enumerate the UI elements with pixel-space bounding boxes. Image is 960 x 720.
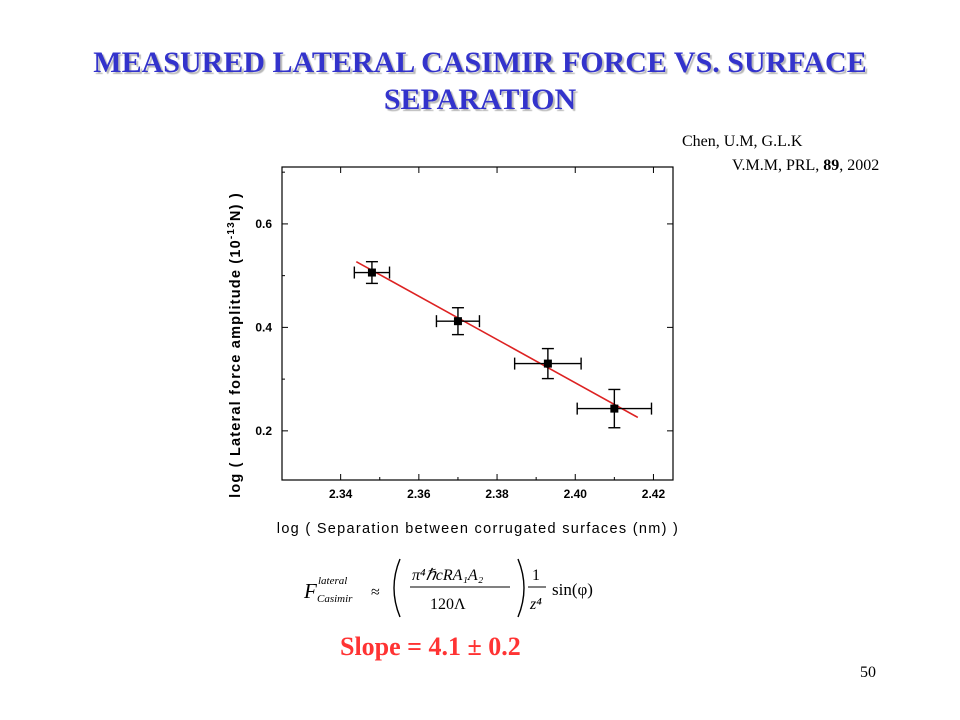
formula-tail: sin(φ) xyxy=(552,580,593,599)
data-point xyxy=(453,317,462,326)
data-point xyxy=(610,404,619,413)
data-point-group xyxy=(435,307,481,336)
y-axis-label: log ( Lateral force amplitude (10-13N) ) xyxy=(226,192,244,498)
slide-number: 50 xyxy=(860,664,876,681)
y-tick-label: 0.4 xyxy=(255,320,272,334)
x-tick-label: 2.42 xyxy=(642,487,666,501)
citation-line-1: Chen, U.M, G.L.K xyxy=(682,133,803,150)
x-axis-label: log ( Separation between corrugated surf… xyxy=(277,521,679,537)
data-point xyxy=(543,359,552,368)
formula-lhs: F xyxy=(303,579,317,603)
formula-denominator: 120Λ xyxy=(430,596,466,613)
formula-sup: lateral xyxy=(318,575,347,587)
data-point-group xyxy=(513,347,582,380)
citation-year: , 2002 xyxy=(839,157,880,174)
citation: Chen, U.M, G.L.K V.M.M, PRL, 89, 2002 xyxy=(682,130,879,178)
x-tick-label: 2.36 xyxy=(407,487,431,501)
formula-frac2-num: 1 xyxy=(532,567,540,584)
formula-approx: ≈ xyxy=(371,584,380,601)
data-point-group xyxy=(576,388,653,429)
citation-line-2: V.M.M, PRL, 89, 2002 xyxy=(682,154,879,178)
x-tick-label: 2.34 xyxy=(329,487,353,501)
formula-frac2-den: z⁴ xyxy=(529,596,542,613)
x-tick-label: 2.38 xyxy=(485,487,509,501)
formula-paren-left xyxy=(393,558,401,618)
data-point xyxy=(367,268,376,277)
fit-line xyxy=(355,260,639,419)
formula-paren-right xyxy=(517,558,525,618)
formula-sub: Casimir xyxy=(317,593,353,605)
x-tick-label: 2.40 xyxy=(564,487,588,501)
formula-numerator: π⁴ℏcRA₁A₂ xyxy=(412,567,484,584)
citation-volume: 89 xyxy=(823,157,840,174)
y-tick-label: 0.6 xyxy=(255,217,272,231)
y-axis-label-end: N) ) xyxy=(228,192,244,221)
data-point-group xyxy=(353,260,391,285)
plot-frame xyxy=(281,166,674,481)
y-axis-label-main: log ( Lateral force amplitude (10 xyxy=(228,239,244,498)
y-tick-label: 0.2 xyxy=(255,424,272,438)
citation-authors: V.M.M, PRL, xyxy=(732,157,824,174)
casimir-formula: F lateral Casimir ≈ π⁴ℏcRA₁A₂ 120Λ 1 z⁴ … xyxy=(303,558,593,618)
slope-text: Slope = 4.1 ± 0.2 xyxy=(340,632,521,661)
slide-title: MEASURED LATERAL CASIMIR FORCE VS. SURFA… xyxy=(93,46,867,116)
y-axis-label-exponent: -13 xyxy=(226,221,237,239)
